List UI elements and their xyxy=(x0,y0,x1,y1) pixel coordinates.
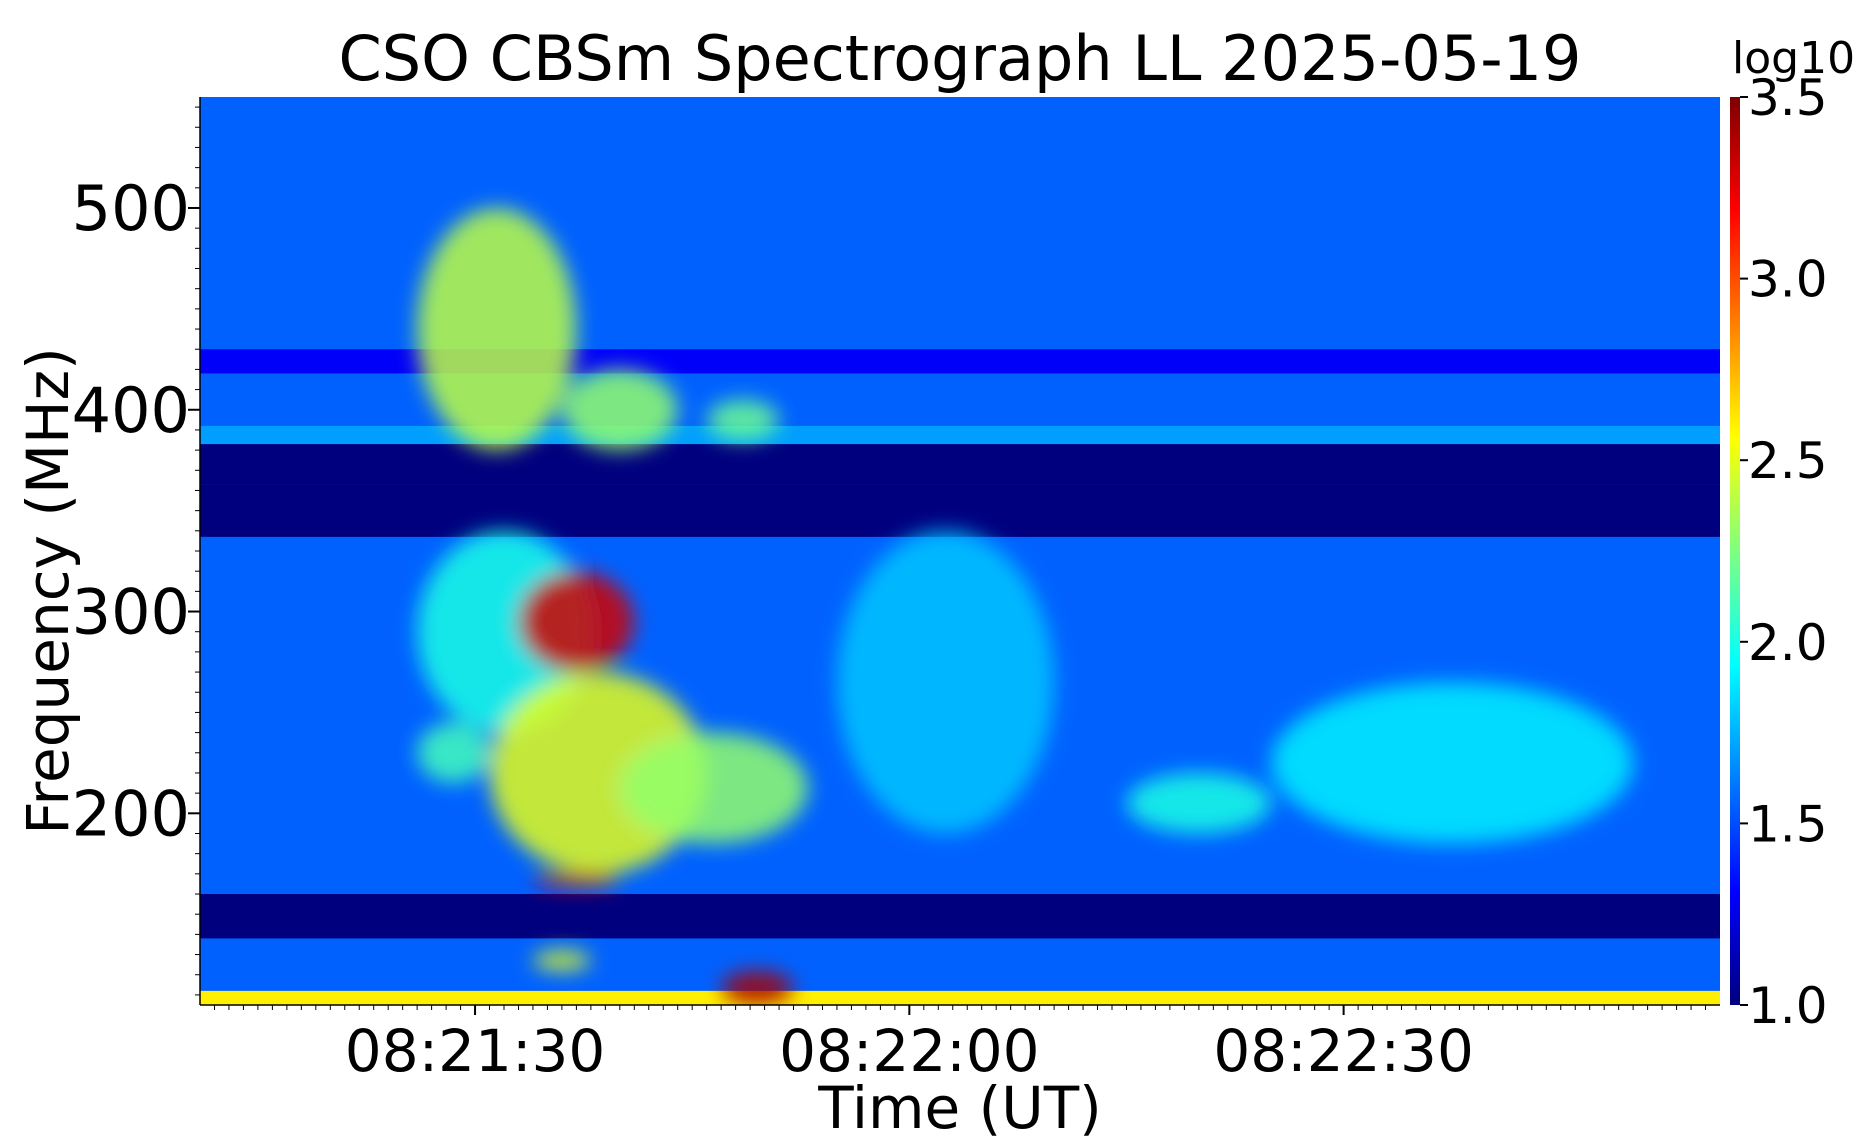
colorbar-tick-label: 3.0 xyxy=(1748,251,1828,309)
x-tick-label: 08:21:30 xyxy=(345,1017,606,1085)
frequency-band xyxy=(200,425,1720,445)
x-tick-label: 08:22:00 xyxy=(779,1017,1040,1085)
emission-region xyxy=(706,399,780,441)
emission-region xyxy=(532,871,620,888)
colorbar xyxy=(1730,97,1740,1005)
colorbar-tick-label: 2.0 xyxy=(1748,614,1828,672)
y-axis-label: Frequency (MHz) xyxy=(14,347,82,834)
chart-title: CSO CBSm Spectrograph LL 2025-05-19 xyxy=(339,22,1582,95)
colorbar-tick-label: 2.5 xyxy=(1748,432,1828,490)
colorbar-tick-label: 1.5 xyxy=(1748,795,1828,853)
spectrogram-heatmap xyxy=(200,97,1720,1005)
emission-region xyxy=(417,722,490,784)
colorbar-axis: 1.0 1.5 2.0 2.5 3.0 3.5 xyxy=(1740,69,1828,1035)
emission-region xyxy=(721,970,794,1005)
frequency-band xyxy=(200,894,1720,939)
frequency-band xyxy=(200,444,1720,485)
colorbar-tick-label: 3.5 xyxy=(1748,69,1828,127)
emission-region xyxy=(532,950,591,971)
emission-region xyxy=(1271,682,1634,844)
colorbar-tick-label: 1.0 xyxy=(1748,977,1828,1035)
emission-region xyxy=(1126,772,1272,834)
frequency-band xyxy=(200,990,1720,1005)
emission-region xyxy=(417,207,577,451)
x-axis-label: Time (UT) xyxy=(817,1074,1102,1142)
emission-region xyxy=(619,732,809,844)
emission-regions xyxy=(417,207,1634,1005)
colorbar-label: log10 xyxy=(1732,33,1855,84)
y-tick-label: 500 xyxy=(72,172,190,245)
emission-region xyxy=(561,369,678,451)
y-axis: 200 300 400 500 xyxy=(72,97,201,1005)
y-tick-label: 200 xyxy=(72,777,190,850)
x-tick-label: 08:22:30 xyxy=(1213,1017,1474,1085)
emission-region xyxy=(836,530,1055,834)
frequency-band xyxy=(200,484,1720,537)
y-tick-label: 400 xyxy=(72,374,190,447)
emission-region xyxy=(518,571,635,673)
y-tick-label: 300 xyxy=(72,576,190,649)
x-axis: 08:21:30 08:22:00 08:22:30 xyxy=(200,1004,1720,1085)
